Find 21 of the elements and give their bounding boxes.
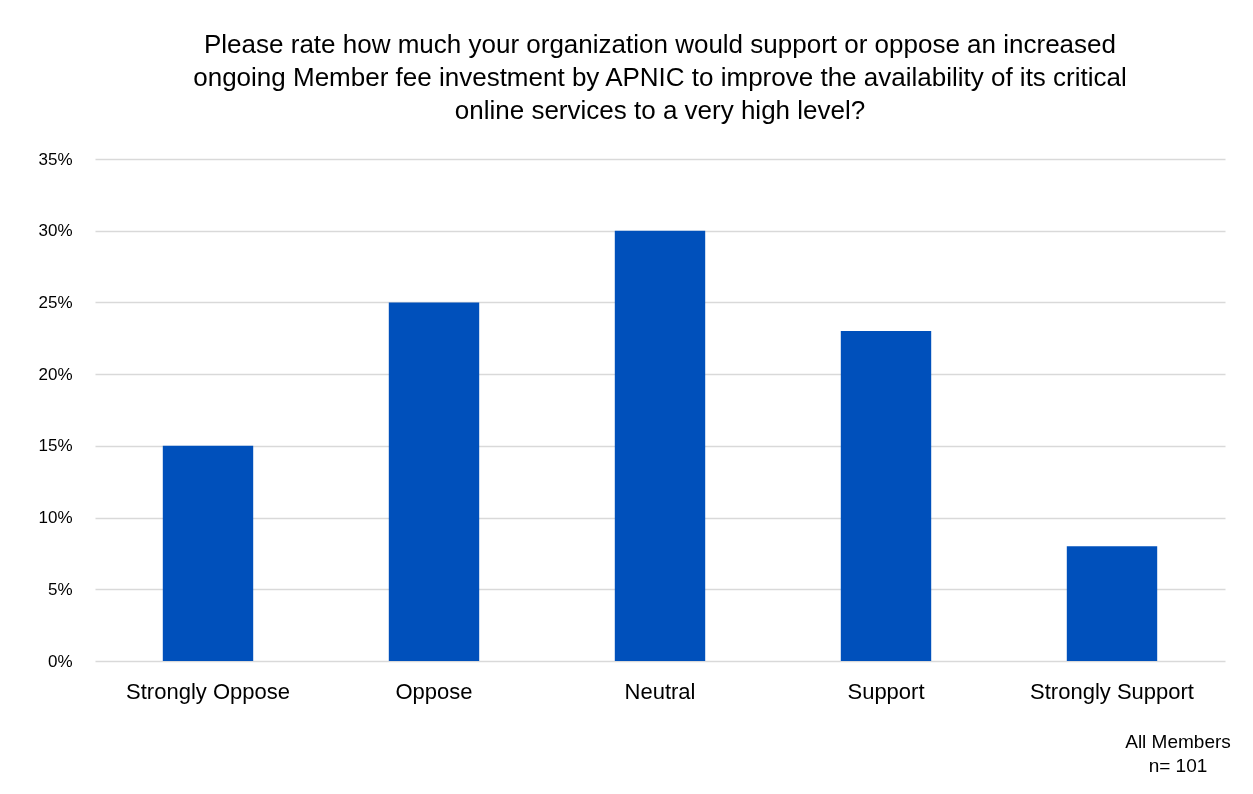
x-tick-label: Oppose	[395, 678, 473, 704]
bar	[1066, 546, 1158, 661]
y-tick-label: 10%	[38, 508, 73, 528]
y-tick-label: 5%	[47, 579, 73, 599]
text: All Members	[1125, 731, 1231, 752]
chart-title: Please rate how much your organization would support or oppose an increased ongoing Member fee investment by APNIC to improve the availability of its critical online services to a very high level?	[193, 29, 1127, 125]
y-tick-label: 20%	[38, 364, 73, 384]
y-tick-label: 15%	[38, 436, 73, 456]
bar	[162, 445, 254, 661]
y-tick-label: 25%	[38, 292, 73, 312]
y-tick-label: 35%	[38, 149, 73, 169]
x-tick-label: Neutral	[624, 678, 696, 704]
y-tick-label: 0%	[47, 651, 73, 671]
x-tick-label: Support	[847, 678, 925, 704]
bar	[388, 302, 480, 661]
bar	[840, 331, 932, 661]
x-tick-label: Strongly Support	[1030, 678, 1194, 704]
y-tick-label: 30%	[38, 221, 73, 241]
text: n= 101	[1148, 755, 1208, 776]
x-tick-label: Strongly Oppose	[126, 678, 290, 704]
bar	[614, 230, 706, 661]
